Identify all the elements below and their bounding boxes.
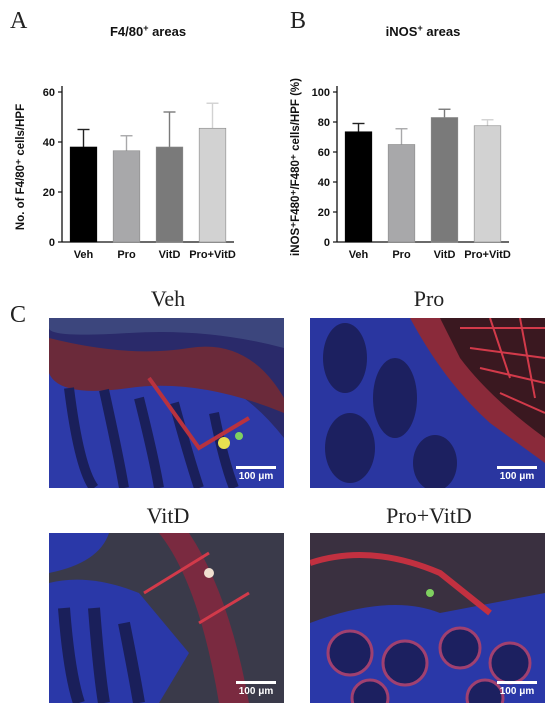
bar-veh	[344, 131, 373, 243]
chart-title: F4/80+ areas	[110, 23, 186, 39]
micrograph-vitd-image	[49, 533, 284, 703]
y-tick-label: 0	[49, 237, 55, 249]
micrograph-pro: 100 μm	[310, 318, 545, 488]
bar-pro	[387, 144, 416, 243]
bar-veh	[69, 146, 98, 243]
micrograph-veh-image	[49, 318, 284, 488]
x-tick-label: Pro	[117, 249, 136, 261]
y-tick-label: 40	[43, 137, 55, 149]
scale-label-pro-vitd: 100 μm	[499, 686, 535, 697]
scale-label-veh: 100 μm	[238, 471, 274, 482]
bar-vitd	[430, 117, 459, 243]
micrograph-vitd: 100 μm	[49, 533, 284, 703]
y-tick-label: 100	[312, 87, 330, 99]
chart-inos-areas: iNOS+ areas iNOS⁺F480⁺/F480⁺ cells/HPF (%…	[290, 23, 511, 261]
micrograph-veh: 100 μm	[49, 318, 284, 488]
bar-vitd	[155, 146, 184, 243]
x-tick-label: Pro+VitD	[464, 249, 511, 261]
micrograph-pro-vitd-image	[310, 533, 545, 703]
x-tick-label: VitD	[159, 249, 181, 261]
scale-label-vitd: 100 μm	[238, 686, 274, 697]
chart-f480-areas: F4/80+ areas No. of F4/80⁺ cells/HPF 0 20 40…	[15, 23, 236, 261]
y-axis-label: iNOS⁺F480⁺/F480⁺ cells/HPF (%)	[290, 78, 302, 256]
x-tick-label: Veh	[349, 249, 369, 261]
micrograph-pro-image	[310, 318, 545, 488]
x-tick-label: Veh	[74, 249, 94, 261]
bar-pro-vitd	[473, 125, 502, 243]
scale-bar-veh: 100 μm	[236, 466, 276, 482]
scale-label-pro: 100 μm	[499, 471, 535, 482]
panel-label-b: B	[290, 8, 307, 34]
y-tick-label: 60	[318, 147, 330, 159]
image-title-vitd: VitD	[146, 503, 190, 528]
bar-pro	[112, 150, 141, 243]
panel-label-a: A	[10, 8, 28, 34]
x-tick-label: VitD	[434, 249, 456, 261]
micrograph-pro-vitd: 100 μm	[310, 533, 545, 703]
panel-label-c: C	[10, 302, 27, 328]
x-tick-label: Pro+VitD	[189, 249, 236, 261]
scale-bar-vitd: 100 μm	[236, 681, 276, 697]
y-axis-label: No. of F4/80⁺ cells/HPF	[15, 104, 27, 230]
chart-title: iNOS+ areas	[386, 23, 461, 39]
y-tick-label: 60	[43, 87, 55, 99]
y-tick-label: 20	[318, 207, 330, 219]
y-tick-label: 40	[318, 177, 330, 189]
image-title-pro-vitd: Pro+VitD	[386, 503, 472, 528]
y-tick-label: 20	[43, 187, 55, 199]
x-tick-label: Pro	[392, 249, 411, 261]
image-title-pro: Pro	[413, 286, 445, 311]
scale-bar-pro-vitd: 100 μm	[497, 681, 537, 697]
image-title-veh: Veh	[150, 286, 186, 311]
scale-bar-pro: 100 μm	[497, 466, 537, 482]
y-tick-label: 80	[318, 117, 330, 129]
bar-pro-vitd	[198, 127, 227, 243]
y-tick-label: 0	[324, 237, 330, 249]
